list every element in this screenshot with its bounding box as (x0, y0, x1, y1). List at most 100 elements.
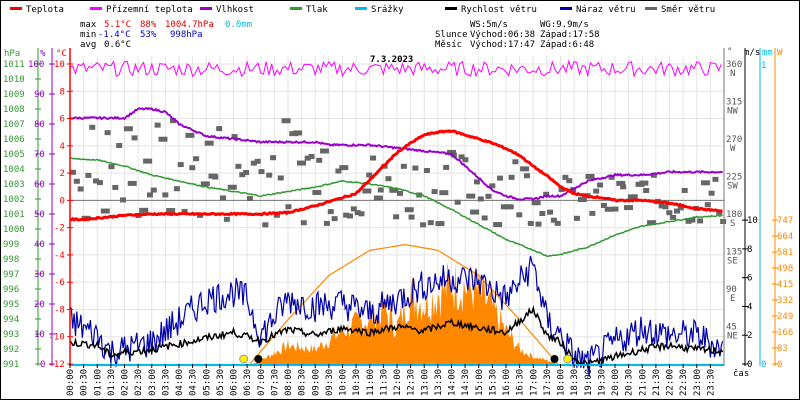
wind-tick-label: 0 (747, 360, 752, 370)
direction-point (466, 193, 476, 199)
direction-point (639, 180, 649, 186)
direction-point (431, 189, 438, 195)
stat-min-press: 998hPa (170, 30, 203, 40)
direction-point (612, 206, 619, 212)
pressure-tick-label: 1007 (3, 120, 25, 130)
direction-point (393, 214, 400, 220)
solar-tick-label: 0 (777, 360, 782, 370)
direction-tick-label: 360 (726, 60, 742, 70)
time-tick-label: 05:00 (202, 369, 212, 396)
direction-point (304, 155, 311, 161)
stat-max-temp: 5.1°C (104, 20, 131, 30)
direction-tick-label: 45 (726, 323, 737, 333)
pressure-tick-label: 1010 (3, 75, 25, 85)
direction-point (420, 222, 427, 228)
direction-point (123, 126, 133, 132)
time-tick-label: 20:30 (625, 369, 635, 396)
time-tick-label: 08:00 (284, 369, 294, 396)
direction-point (550, 217, 557, 223)
direction-point (270, 155, 277, 161)
time-tick-label: 05:30 (216, 369, 226, 396)
direction-point (227, 184, 237, 190)
axes: hPa1011101010091008100710061005100410031… (3, 47, 793, 396)
direction-point (477, 196, 484, 202)
direction-point (535, 221, 542, 227)
stat-moon-rise: Východ:17:47 (470, 40, 535, 50)
direction-point (666, 210, 673, 216)
time-tick-label: 19:00 (584, 369, 594, 396)
pressure-axis-unit: hPa (4, 49, 20, 59)
direction-point (320, 148, 330, 154)
time-tick-label: 23:30 (706, 369, 716, 396)
legend-swatch-7 (645, 7, 657, 10)
pressure-tick-label: 995 (3, 300, 19, 310)
direction-point (454, 199, 461, 205)
time-tick-label: 10:00 (339, 369, 349, 396)
time-tick-label: 04:30 (189, 369, 199, 396)
direction-point (604, 206, 614, 212)
direction-point (100, 208, 110, 214)
humidity-tick-label: 0 (40, 360, 45, 370)
direction-point (597, 182, 604, 188)
direction-point (96, 180, 103, 186)
direction-point (216, 126, 223, 132)
direction-point (439, 190, 449, 196)
direction-point (720, 219, 727, 225)
direction-point (697, 218, 704, 224)
stat-max-label: max (80, 20, 97, 30)
wind-speed-line (69, 305, 724, 370)
time-tick-label: 00:30 (80, 369, 90, 396)
time-tick-label: 04:00 (175, 369, 185, 396)
legend-swatch-4 (355, 7, 367, 10)
direction-point (681, 187, 688, 193)
humidity-tick-label: 10 (34, 330, 45, 340)
wind-tick-label: 4 (747, 302, 752, 312)
time-tick-label: 12:30 (407, 369, 417, 396)
time-tick-label: 03:30 (161, 369, 171, 396)
humidity-tick-label: 90 (34, 90, 45, 100)
rain-tick-label: 1 (761, 61, 766, 71)
legend-label-5: Rychlost větru (461, 5, 537, 15)
time-tick-label: 13:30 (434, 369, 444, 396)
humidity-tick-label: 60 (34, 180, 45, 190)
temperature-tick-label: -2 (54, 224, 65, 234)
solar-tick-label: 581 (777, 248, 793, 258)
direction-point (531, 200, 541, 206)
direction-point (204, 140, 214, 146)
stat-moon-label: Měsíc (435, 40, 462, 50)
pressure-tick-label: 997 (3, 270, 19, 280)
temperature-tick-label: -10 (49, 333, 65, 343)
time-tick-label: 22:30 (679, 369, 689, 396)
direction-point (200, 181, 210, 187)
pressure-tick-label: 1003 (3, 180, 25, 190)
direction-point (146, 192, 153, 198)
stat-max-press: 1004.7hPa (165, 20, 214, 30)
direction-point (643, 188, 650, 194)
humidity-tick-label: 40 (34, 240, 45, 250)
time-tick-label: 19:30 (597, 369, 607, 396)
stat-sun-set: Západ:17:58 (540, 30, 600, 40)
humidity-tick-label: 30 (34, 270, 45, 280)
direction-tick-label: 180 (726, 210, 742, 220)
solar-tick-label: 83 (777, 344, 788, 354)
direction-point (177, 162, 184, 168)
direction-point (385, 176, 392, 182)
legend-swatch-0 (10, 7, 22, 10)
humidity-axis-unit: % (40, 49, 46, 59)
series-marks (69, 59, 727, 377)
humidity-line (69, 106, 723, 202)
direction-point (350, 206, 357, 212)
time-tick-label: 00:00 (66, 369, 76, 396)
direction-point (554, 220, 561, 226)
time-tick-label: 15:30 (488, 369, 498, 396)
direction-point (193, 156, 200, 162)
stat-sun-rise: Východ:06:38 (470, 30, 535, 40)
direction-point (339, 165, 349, 171)
humidity-tick-label: 20 (34, 300, 45, 310)
sunset-marker (563, 354, 573, 364)
direction-point (370, 155, 377, 161)
pressure-tick-label: 1001 (3, 210, 25, 220)
direction-point (547, 209, 554, 215)
time-tick-label: 17:30 (543, 369, 553, 396)
direction-point (85, 172, 92, 178)
